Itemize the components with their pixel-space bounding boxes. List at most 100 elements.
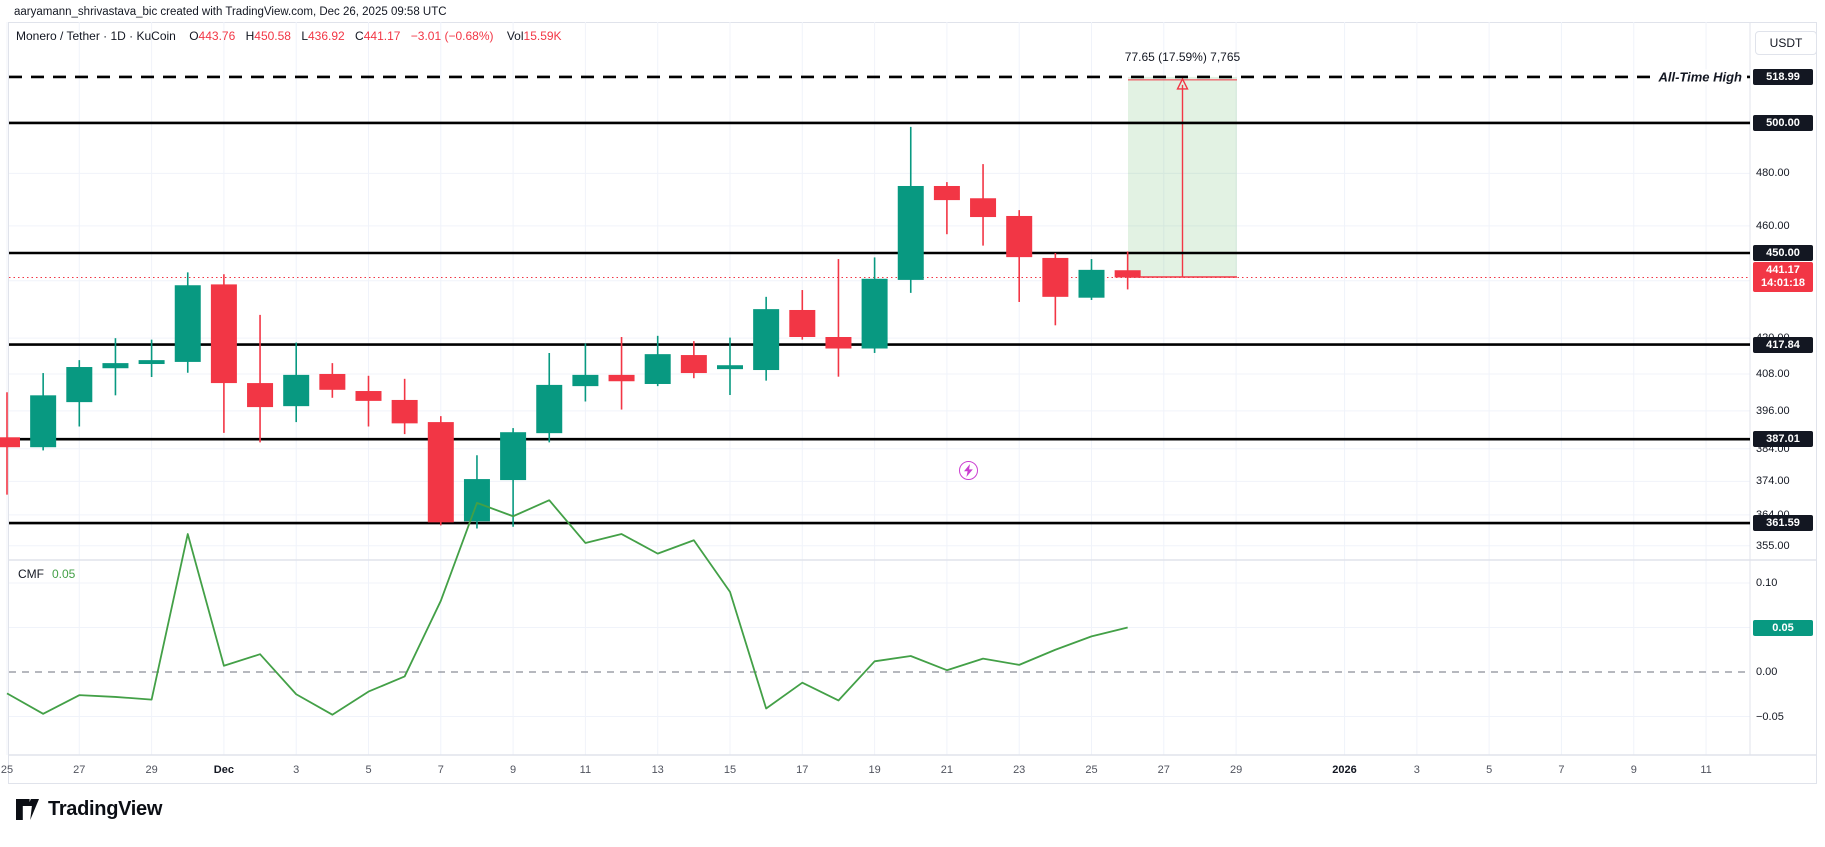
candle-body	[1078, 269, 1105, 298]
candle-body	[391, 399, 418, 424]
time-axis-tick: 17	[796, 764, 809, 776]
candle-body	[247, 383, 274, 408]
time-axis-tick: 9	[510, 764, 517, 776]
time-axis-tick: 7	[1558, 764, 1565, 776]
price-level-badge: 361.59	[1753, 515, 1813, 532]
high-value: 450.58	[254, 29, 291, 43]
tradingview-logo[interactable]: TradingView	[14, 798, 162, 821]
measure-arrow-head	[1176, 77, 1189, 90]
symbol-title[interactable]: Monero / Tether · 1D · KuCoin	[16, 29, 176, 43]
candle-body	[1006, 215, 1033, 258]
time-axis-tick: 5	[365, 764, 372, 776]
candle-body	[753, 309, 780, 371]
time-axis-tick: 7	[437, 764, 444, 776]
candle-body	[66, 367, 93, 403]
candle-body	[1042, 257, 1069, 297]
time-axis-tick: 3	[293, 764, 300, 776]
time-axis-tick: 25	[1085, 764, 1098, 776]
time-axis-tick: Dec	[213, 764, 234, 776]
time-axis-tick: 27	[73, 764, 86, 776]
candle-body	[717, 365, 743, 370]
volume-value: 15.59K	[523, 29, 562, 43]
time-axis-tick: 13	[651, 764, 664, 776]
lightning-bolt-icon[interactable]	[959, 461, 978, 480]
price-axis-tick: 408.00	[1756, 367, 1790, 380]
price-axis-tick: 396.00	[1756, 404, 1790, 417]
time-axis-tick: 21	[940, 764, 954, 776]
price-level-badge: 417.84	[1753, 336, 1813, 353]
price-axis-tick: 480.00	[1756, 167, 1790, 180]
time-axis-tick: 23	[1013, 764, 1026, 776]
candle-body	[680, 355, 707, 374]
time-axis-tick: 11	[1700, 764, 1712, 776]
candle-body	[210, 284, 237, 384]
time-axis-tick: 29	[145, 764, 158, 776]
price-axis-tick: 355.00	[1756, 539, 1790, 552]
time-axis-tick: 29	[1229, 764, 1243, 776]
candle-body	[355, 391, 382, 401]
countdown-timer: 14:01:18	[1760, 277, 1806, 290]
cmf-axis-tick: 0.00	[1756, 666, 1778, 678]
current-price-badge: 441.17 14:01:18	[1753, 262, 1813, 293]
candle-body	[825, 337, 852, 349]
price-level-badge: 518.99	[1753, 68, 1813, 85]
symbol-legend[interactable]: Monero / Tether · 1D · KuCoin O443.76 H4…	[16, 29, 562, 43]
candle-body	[933, 185, 960, 201]
open-label: O	[189, 29, 199, 43]
chart-widget-frame	[8, 22, 1817, 784]
price-level-badge: 387.01	[1753, 431, 1813, 448]
candle-body	[1114, 270, 1141, 278]
volume-label: Vol	[506, 29, 524, 43]
cmf-axis-tick: −0.05	[1756, 710, 1784, 723]
open-value: 443.76	[198, 29, 236, 43]
high-label: H	[245, 29, 255, 43]
price-level-badge: 500.00	[1753, 114, 1813, 131]
candle-body	[283, 374, 310, 407]
candle-body	[30, 395, 57, 448]
candle-body	[319, 373, 346, 390]
close-value: 441.17	[363, 29, 401, 43]
time-axis-tick: 5	[1486, 764, 1493, 776]
indicator-value: 0.05	[52, 567, 76, 581]
price-axis-tick: 374.00	[1756, 475, 1790, 488]
indicator-legend[interactable]: CMF 0.05	[18, 567, 75, 581]
cmf-value-badge: 0.05	[1753, 619, 1813, 636]
measure-tool-label: 77.65 (17.59%) 7,765	[1124, 50, 1241, 64]
cmf-axis-tick: 0.10	[1756, 577, 1778, 589]
candle-body	[608, 374, 635, 382]
candle-body	[174, 285, 201, 362]
candle-body	[0, 437, 20, 448]
time-axis-tick: 25	[0, 764, 14, 776]
close-label: C	[355, 29, 364, 43]
candle-body	[789, 309, 816, 338]
time-axis-tick: 15	[723, 764, 737, 776]
time-axis-tick: 27	[1157, 764, 1170, 776]
time-axis-tick: 3	[1413, 764, 1420, 776]
candle-body	[536, 384, 563, 434]
candle-body	[427, 422, 454, 523]
price-level-badge: 450.00	[1753, 245, 1813, 261]
candle-body	[500, 432, 527, 481]
time-axis-tick: 9	[1630, 764, 1637, 776]
current-price-value: 441.17	[1766, 264, 1800, 277]
cmf-line	[6, 499, 1128, 716]
tradingview-logo-text: TradingView	[48, 798, 163, 820]
low-value: 436.92	[308, 29, 345, 43]
change-value: −3.01 (−0.68%)	[410, 29, 494, 43]
time-axis-tick: 11	[579, 764, 592, 776]
candle-body	[897, 185, 924, 280]
candle-body	[644, 354, 671, 384]
tradingview-logo-icon	[16, 799, 39, 820]
candle-body	[572, 374, 599, 387]
currency-toggle-button[interactable]: USDT	[1755, 31, 1817, 55]
attribution-text: aaryamann_shrivastava_bic created with T…	[14, 6, 447, 18]
candle-body	[138, 360, 165, 365]
price-axis-tick: 460.00	[1756, 219, 1790, 232]
candle-body	[970, 198, 997, 218]
time-axis-tick: 2026	[1332, 764, 1357, 776]
candle-body	[102, 363, 129, 369]
low-label: L	[301, 29, 308, 43]
indicator-name[interactable]: CMF	[18, 567, 44, 581]
